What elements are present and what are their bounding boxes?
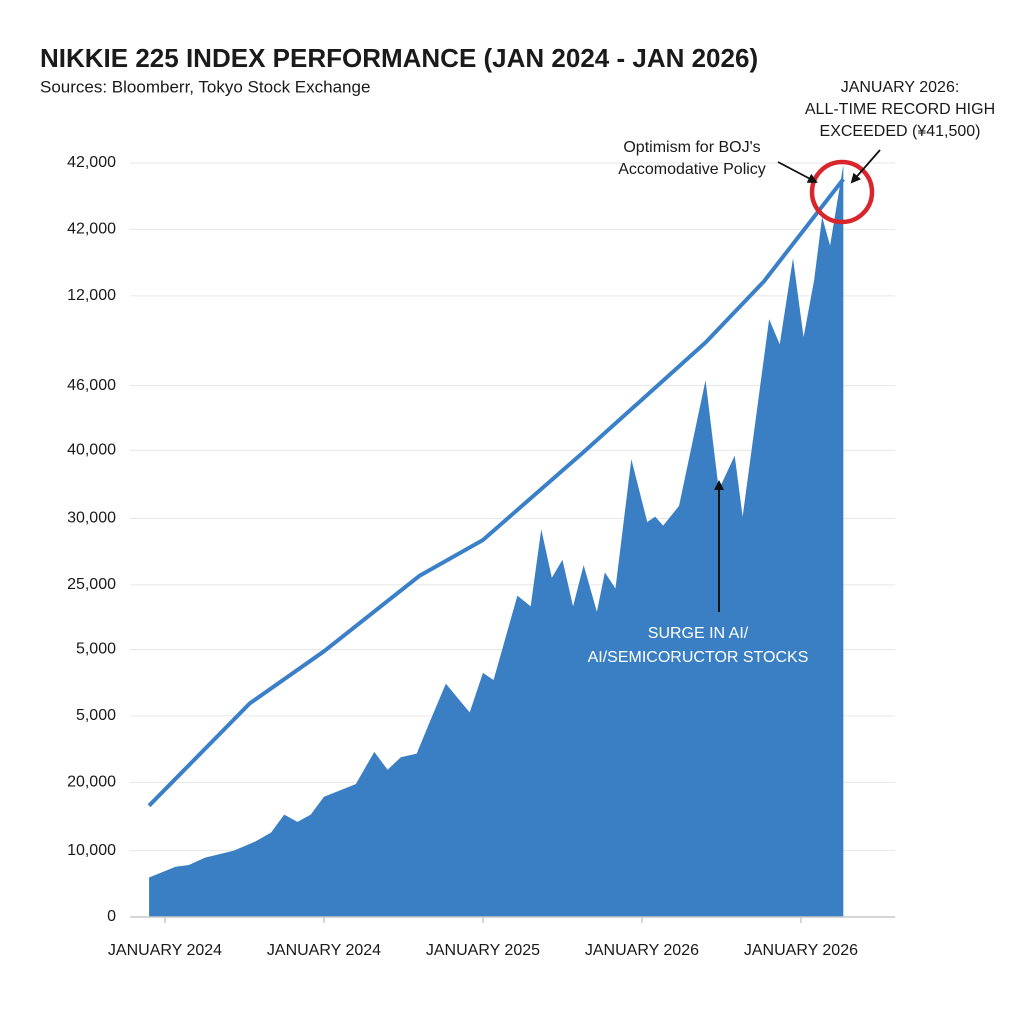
area [149, 164, 844, 918]
arrow [850, 149, 881, 184]
y-tick-label: 5,000 [76, 641, 116, 658]
y-tick-label: 42,000 [67, 154, 116, 171]
y-tick-label: 46,000 [67, 377, 116, 394]
annotation: SURGE IN AI/ [648, 625, 749, 642]
axes: 42,000 42,000 12,000 46,000 40,000 30,000 25,0… [67, 154, 895, 959]
y-tick-label: 0 [107, 908, 116, 925]
annotation: Accomodative Policy [618, 161, 766, 178]
x-tick-label: JANUARY 2024 [267, 942, 381, 959]
highlight-circle [809, 159, 875, 225]
annotation: ALL-TIME RECORD HIGH [805, 101, 995, 118]
y-tick-label: 5,000 [76, 707, 116, 724]
y-tick-label: 40,000 [67, 441, 116, 458]
y-tick-label: 20,000 [67, 774, 116, 791]
y-tick-label: 42,000 [67, 221, 116, 238]
x-tick-label: JANUARY 2025 [426, 942, 540, 959]
y-tick-label: 10,000 [67, 842, 116, 859]
annotation: Optimism for BOJ's [623, 139, 760, 156]
annotation: JANUARY 2026: [841, 79, 960, 96]
chart-subtitle: Sources: Bloomberr, Tokyo Stock Exchange [40, 77, 370, 96]
plot [147, 164, 845, 918]
chart-title: NIKKIE 225 INDEX PERFORMANCE (JAN 2024 -… [40, 43, 758, 73]
annotation: AI/SEMICORUCTOR STOCKS [588, 649, 809, 666]
x-tick-label: JANUARY 2026 [744, 942, 858, 959]
x-tick-label: JANUARY 2026 [585, 942, 699, 959]
arrow [777, 161, 818, 183]
x-tick-label: JANUARY 2024 [108, 942, 222, 959]
annotation-shapes [714, 149, 881, 612]
annotation: EXCEEDED (¥41,500) [820, 123, 981, 140]
y-tick-label: 30,000 [67, 510, 116, 527]
y-tick-label: 12,000 [67, 287, 116, 304]
y-tick-label: 25,000 [67, 576, 116, 593]
line [147, 177, 845, 808]
annotations: Optimism for BOJ's Accomodative Policy JAN… [588, 79, 996, 666]
